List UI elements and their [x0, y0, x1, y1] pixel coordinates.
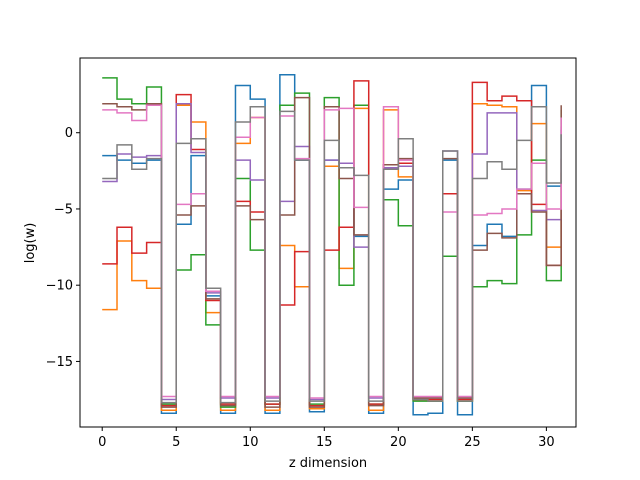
x-tick-label: 30 [538, 435, 555, 450]
x-tick-label: 20 [390, 435, 407, 450]
x-tick-label: 0 [98, 435, 106, 450]
y-axis-ticks: 0 −5 −10 −15 [46, 126, 80, 370]
x-tick-label: 25 [464, 435, 481, 450]
series-line-3 [102, 77, 562, 408]
series-line-8 [102, 106, 562, 404]
y-tick-label: −15 [46, 355, 73, 370]
series-line-4 [102, 80, 562, 407]
x-tick-label: 5 [172, 435, 180, 450]
series-layer [102, 74, 562, 416]
series-line-6 [102, 96, 562, 408]
y-axis-label: log(w) [23, 223, 38, 264]
x-tick-label: 15 [316, 435, 333, 450]
x-tick-label: 10 [242, 435, 259, 450]
y-tick-label: −5 [54, 202, 73, 217]
series-line-7 [102, 104, 562, 399]
y-tick-label: 0 [65, 126, 73, 141]
plot-frame [79, 57, 577, 428]
x-axis-label: z dimension [289, 456, 367, 471]
y-tick-label: −10 [46, 279, 73, 294]
x-axis-ticks: 0 5 10 15 20 25 30 [98, 427, 555, 450]
